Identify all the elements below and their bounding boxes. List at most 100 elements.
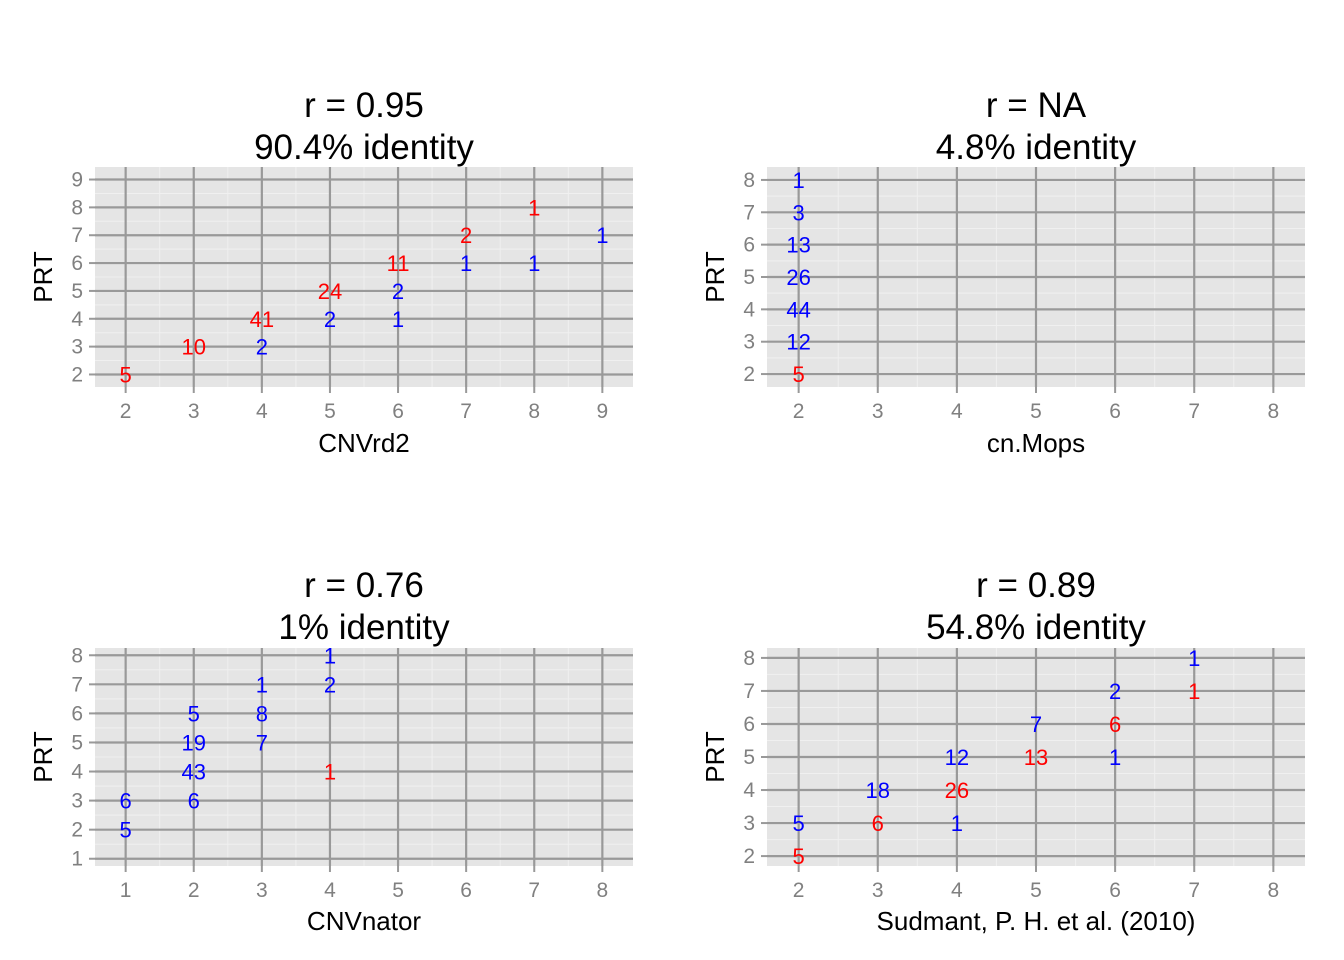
data-point-label: 2 (392, 279, 404, 304)
chart-title: r = 0.95 (304, 86, 424, 125)
data-point-label: 2 (460, 223, 472, 248)
data-point-label: 1 (1188, 646, 1200, 671)
y-axis-title: PRT (700, 251, 730, 303)
x-tick-label: 7 (528, 879, 540, 902)
data-point-label: 7 (1030, 712, 1042, 737)
x-tick-label: 4 (951, 400, 963, 423)
data-point-label: 24 (318, 279, 342, 304)
y-tick-label: 3 (743, 812, 755, 835)
data-point-label: 1 (460, 251, 472, 276)
x-tick-label: 3 (188, 400, 200, 423)
panel-3: 1 2 3 4 5 6 7 8 1 2 3 4 5 6 7 8 r = 0.761% identity CNVna… (28, 566, 633, 936)
x-tick-label: 2 (120, 400, 132, 423)
data-point-label: 6 (1109, 712, 1121, 737)
data-point-label: 1 (256, 672, 268, 697)
data-point-label: 19 (182, 730, 206, 755)
x-tick-label: 6 (1109, 879, 1121, 902)
y-tick-label: 5 (743, 746, 755, 769)
x-tick-label: 2 (793, 400, 805, 423)
data-point-label: 11 (387, 251, 410, 276)
data-point-label: 1 (528, 195, 540, 220)
data-point-label: 5 (793, 811, 805, 836)
x-tick-label: 3 (872, 879, 884, 902)
x-tick-label: 2 (793, 879, 805, 902)
data-point-label: 5 (120, 362, 132, 387)
y-tick-label: 7 (743, 680, 755, 703)
data-point-label: 2 (1109, 679, 1121, 704)
chart-subtitle: 4.8% identity (936, 128, 1137, 167)
data-point-label: 2 (256, 335, 268, 360)
x-tick-label: 4 (951, 879, 963, 902)
x-tick-label: 2 (188, 879, 200, 902)
chart-subtitle: 90.4% identity (254, 128, 474, 167)
data-point-label: 1 (596, 223, 608, 248)
chart-subtitle: 54.8% identity (926, 608, 1146, 647)
chart-subtitle: 1% identity (278, 608, 450, 647)
y-tick-label: 4 (743, 298, 755, 321)
data-point-label: 12 (786, 330, 810, 355)
data-point-label: 26 (786, 265, 810, 290)
data-point-label: 5 (793, 362, 805, 387)
data-point-label: 12 (945, 745, 969, 770)
y-tick-label: 7 (743, 201, 755, 224)
y-tick-label: 5 (71, 280, 83, 303)
y-tick-label: 8 (743, 169, 755, 192)
data-point-label: 26 (945, 778, 969, 803)
x-axis-title: CNVnator (307, 906, 421, 936)
x-tick-label: 4 (256, 400, 268, 423)
y-tick-label: 8 (743, 647, 755, 670)
data-point-label: 1 (324, 760, 336, 785)
data-point-label: 13 (786, 233, 810, 258)
data-point-label: 1 (951, 811, 963, 836)
y-tick-label: 5 (743, 266, 755, 289)
data-point-label: 44 (786, 297, 810, 322)
data-point-label: 5 (120, 818, 132, 843)
y-tick-label: 2 (743, 363, 755, 386)
y-tick-label: 4 (743, 779, 755, 802)
x-tick-label: 6 (460, 879, 472, 902)
x-tick-label: 9 (597, 400, 609, 423)
data-point-label: 5 (188, 701, 200, 726)
data-point-label: 6 (188, 789, 200, 814)
data-point-label: 5 (793, 844, 805, 869)
y-axis-title: PRT (28, 251, 58, 303)
y-tick-label: 2 (71, 819, 83, 842)
data-point-label: 6 (120, 789, 132, 814)
y-tick-label: 2 (743, 845, 755, 868)
x-axis-title: cn.Mops (987, 428, 1085, 458)
y-tick-label: 4 (71, 308, 83, 331)
y-tick-label: 6 (743, 713, 755, 736)
x-tick-label: 7 (1188, 879, 1200, 902)
x-axis-title: CNVrd2 (318, 428, 410, 458)
x-tick-label: 5 (324, 400, 336, 423)
x-tick-label: 8 (597, 879, 609, 902)
x-tick-label: 8 (528, 400, 540, 423)
chart-title: r = 0.76 (304, 566, 424, 605)
data-point-label: 18 (866, 778, 890, 803)
y-axis-title: PRT (700, 731, 730, 783)
y-tick-label: 3 (71, 790, 83, 813)
y-tick-label: 6 (71, 702, 83, 725)
data-point-label: 1 (324, 643, 336, 668)
data-point-label: 41 (250, 307, 274, 332)
data-point-label: 1 (392, 307, 404, 332)
x-tick-label: 5 (1030, 879, 1042, 902)
data-point-label: 13 (1024, 745, 1048, 770)
data-point-label: 2 (324, 672, 336, 697)
x-tick-label: 4 (324, 879, 336, 902)
x-tick-label: 6 (1109, 400, 1121, 423)
data-point-label: 6 (872, 811, 884, 836)
y-tick-label: 5 (71, 731, 83, 754)
x-tick-label: 7 (460, 400, 472, 423)
chart-title: r = 0.89 (976, 566, 1096, 605)
x-tick-label: 5 (392, 879, 404, 902)
x-tick-label: 3 (872, 400, 884, 423)
data-point-label: 43 (182, 760, 206, 785)
data-point-label: 10 (182, 335, 206, 360)
y-tick-label: 9 (71, 169, 83, 192)
y-tick-label: 8 (71, 196, 83, 219)
x-axis-title: Sudmant, P. H. et al. (2010) (877, 906, 1196, 936)
